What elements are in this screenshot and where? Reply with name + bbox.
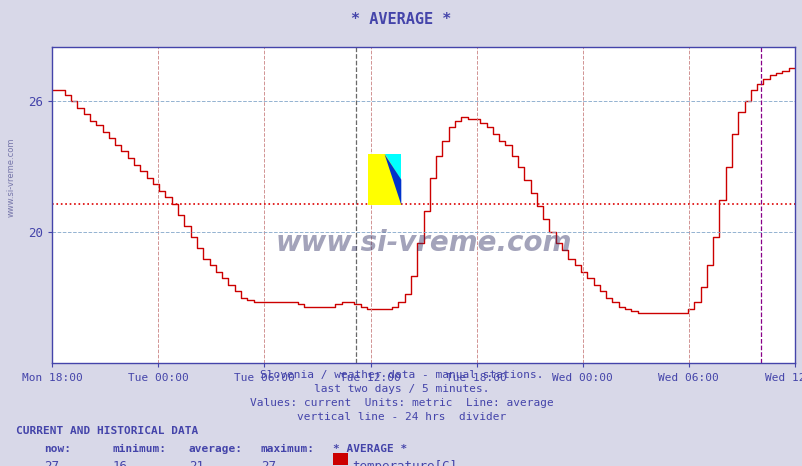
Bar xyxy=(367,154,401,205)
Text: 27: 27 xyxy=(261,460,276,466)
Text: 16: 16 xyxy=(112,460,128,466)
Text: minimum:: minimum: xyxy=(112,444,166,454)
Polygon shape xyxy=(384,154,401,180)
Text: Slovenia / weather data - manual stations.: Slovenia / weather data - manual station… xyxy=(259,370,543,380)
Text: CURRENT AND HISTORICAL DATA: CURRENT AND HISTORICAL DATA xyxy=(16,426,198,436)
Text: 27: 27 xyxy=(44,460,59,466)
Text: * AVERAGE *: * AVERAGE * xyxy=(333,444,407,454)
Text: * AVERAGE *: * AVERAGE * xyxy=(351,12,451,27)
Text: vertical line - 24 hrs  divider: vertical line - 24 hrs divider xyxy=(297,412,505,422)
Text: www.si-vreme.com: www.si-vreme.com xyxy=(275,229,571,257)
Text: www.si-vreme.com: www.si-vreme.com xyxy=(6,137,15,217)
Text: now:: now: xyxy=(44,444,71,454)
Text: last two days / 5 minutes.: last two days / 5 minutes. xyxy=(314,384,488,394)
Text: average:: average: xyxy=(188,444,242,454)
Text: 21: 21 xyxy=(188,460,204,466)
Text: temperature[C]: temperature[C] xyxy=(351,460,456,466)
Polygon shape xyxy=(384,154,401,205)
Text: Values: current  Units: metric  Line: average: Values: current Units: metric Line: aver… xyxy=(249,398,553,408)
Text: maximum:: maximum: xyxy=(261,444,314,454)
